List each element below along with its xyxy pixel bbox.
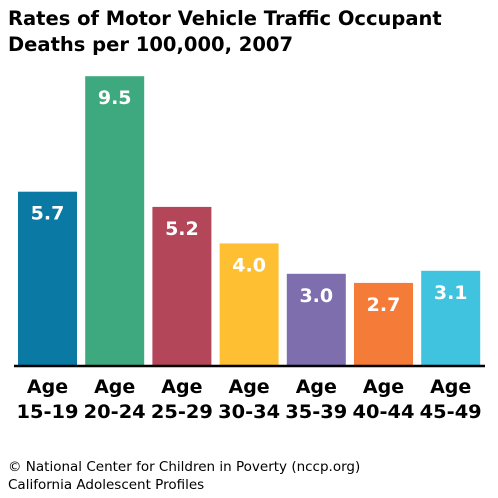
bar-40-44 [354,282,413,365]
category-label-line-2: 25-29 [151,401,213,423]
category-label-line-2: 40-44 [353,401,415,423]
bar-value-label: 4.0 [232,254,266,276]
bar-15-19 [18,191,77,365]
category-label-line-2: 20-24 [84,401,146,423]
footer-line-1: © National Center for Children in Povert… [8,459,361,475]
footer-line-2: California Adolescent Profiles [8,477,205,493]
bars-group: 5.7 9.5 5.2 4.0 3.0 2.7 3.1 [18,76,481,365]
bar-45-49 [421,270,481,365]
category-label-line-1: Age [94,376,135,398]
category-label-line-1: Age [296,376,337,398]
bar-25-29 [152,206,212,365]
bar-20-24 [85,76,145,365]
category-label-line-1: Age [363,376,404,398]
chart-title-line-1: Rates of Motor Vehicle Traffic Occupant [8,7,442,30]
bar-30-34 [219,243,279,365]
bar-value-label: 5.7 [31,203,65,225]
bar-value-label: 9.5 [98,87,132,109]
source-footer: © National Center for Children in Povert… [8,458,360,494]
category-labels-group: Age 15-19 Age 20-24 Age 25-29 Age 30-34 Age 35-39… [17,376,482,423]
bar-value-label: 3.1 [434,282,468,304]
category-label-line-2: 30-34 [218,401,280,423]
bar-value-label: 2.7 [367,294,401,316]
category-label-line-1: Age [27,376,68,398]
bar-value-label: 5.2 [165,218,199,240]
chart-title-line-2: Deaths per 100,000, 2007 [8,33,294,56]
category-label-line-2: 35-39 [285,401,347,423]
category-label-line-1: Age [228,376,269,398]
category-label-line-1: Age [161,376,202,398]
bar-value-label: 3.0 [299,285,333,307]
bar-35-39 [286,273,346,365]
category-label-line-1: Age [430,376,471,398]
chart-title: Rates of Motor Vehicle Traffic Occupant … [8,6,488,58]
category-label-line-2: 45-49 [420,401,482,423]
category-label-line-2: 15-19 [17,401,79,423]
